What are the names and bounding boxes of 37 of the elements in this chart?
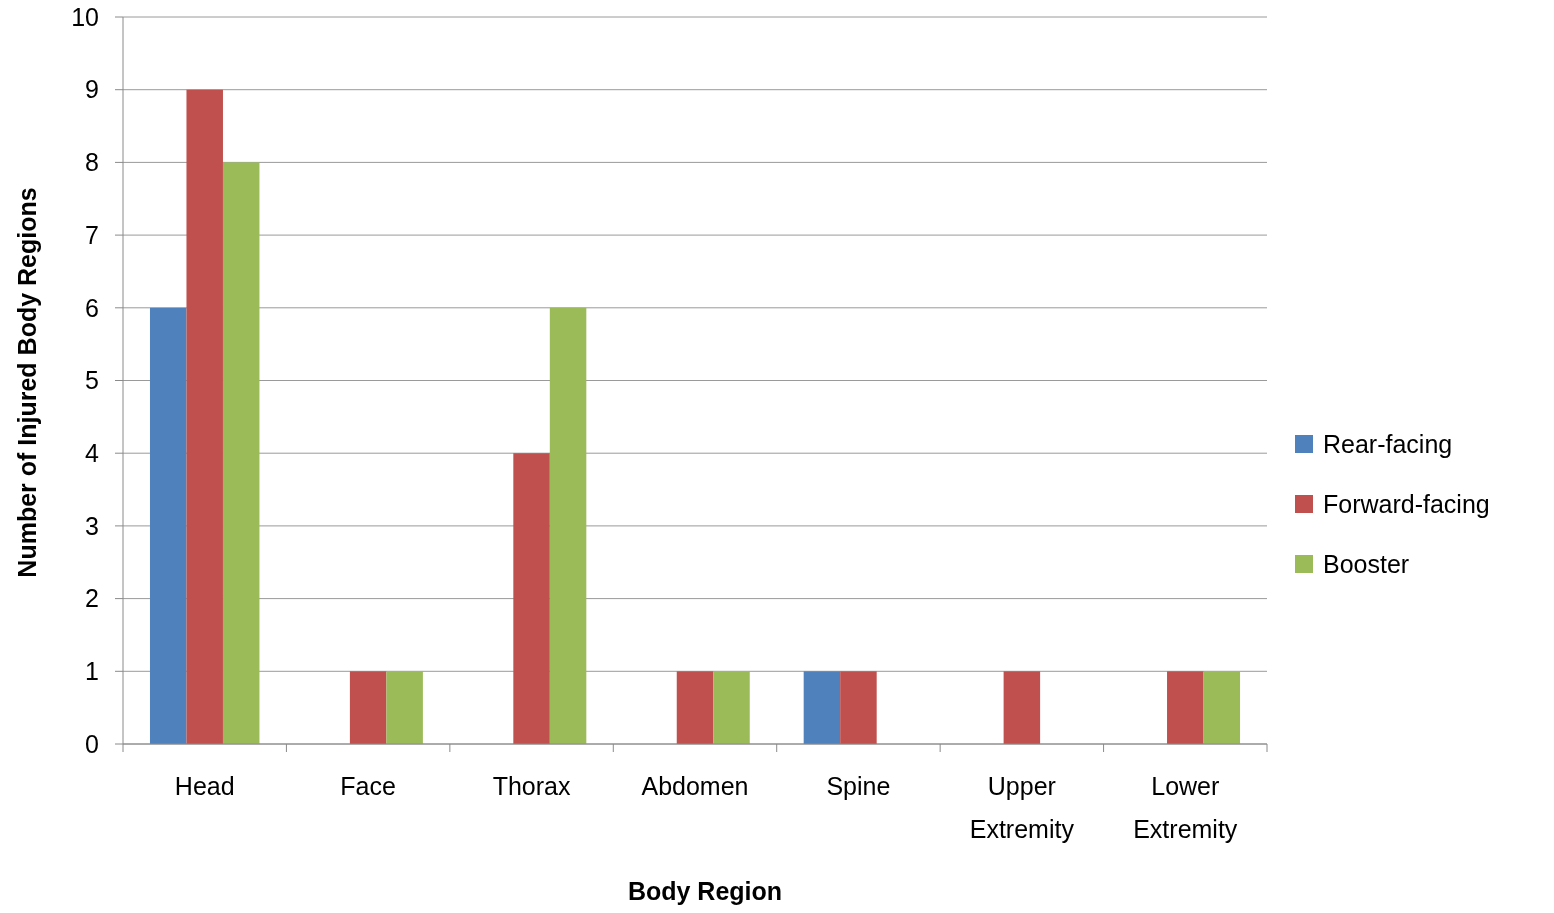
y-tick-label: 1	[85, 657, 99, 686]
legend-label: Forward-facing	[1323, 489, 1490, 518]
bar	[676, 671, 714, 744]
bar	[513, 453, 550, 744]
x-tick-label: Face	[340, 772, 396, 800]
legend-label: Rear-facing	[1323, 429, 1453, 458]
bar	[840, 671, 877, 744]
y-tick-label: 2	[85, 584, 99, 613]
bar	[549, 307, 587, 744]
x-tick-label: Head	[174, 772, 235, 800]
x-tick-label: Upper Extremity	[969, 772, 1075, 843]
y-tick-label: 0	[85, 729, 99, 758]
y-axis-title: Number of Injured Body Regions	[13, 187, 41, 578]
x-axis-title: Body Region	[627, 877, 783, 905]
x-tick-label: Spine	[826, 772, 891, 800]
y-tick-label: 5	[85, 366, 99, 395]
bar	[386, 671, 423, 744]
y-tick-label: 9	[85, 75, 99, 104]
x-tick-label: Thorax	[492, 772, 571, 800]
bar	[1203, 671, 1241, 744]
bar	[186, 89, 223, 744]
legend-label: Booster	[1323, 549, 1410, 578]
y-tick-label: 4	[85, 438, 100, 467]
bar	[713, 671, 750, 744]
bar	[1003, 671, 1041, 744]
y-tick-label: 7	[85, 220, 99, 249]
y-tick-label: 6	[85, 293, 99, 322]
y-tick-label: 8	[85, 148, 99, 177]
y-tick-label: 10	[71, 2, 99, 31]
bar	[222, 162, 260, 744]
bar	[803, 671, 841, 744]
y-tick-label: 3	[85, 511, 99, 540]
x-tick-label: Lower Extremity	[1133, 772, 1238, 843]
bar	[349, 671, 387, 744]
bar	[1167, 671, 1204, 744]
x-tick-label: Abdomen	[641, 772, 749, 800]
bar	[149, 307, 187, 744]
